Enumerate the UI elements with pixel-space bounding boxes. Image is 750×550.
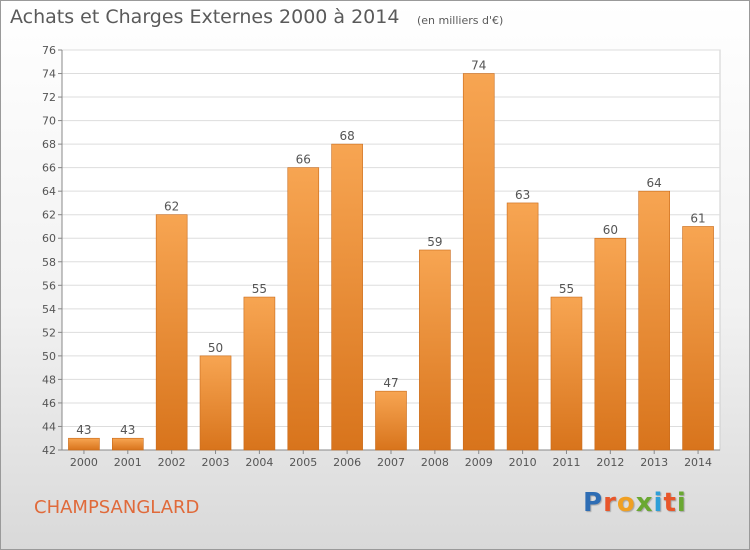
bar bbox=[243, 296, 276, 451]
y-tick-label: 70 bbox=[42, 115, 56, 128]
data-label: 50 bbox=[208, 341, 223, 355]
data-label: 63 bbox=[515, 188, 530, 202]
bar bbox=[112, 437, 144, 451]
x-tick-label: 2000 bbox=[70, 456, 98, 469]
bar bbox=[199, 355, 232, 451]
x-tick-label: 2002 bbox=[158, 456, 186, 469]
bar bbox=[419, 249, 451, 451]
y-tick-label: 68 bbox=[42, 138, 56, 151]
x-tick-label: 2006 bbox=[333, 456, 361, 469]
y-tick-label: 54 bbox=[42, 303, 56, 316]
x-tick-label: 2005 bbox=[289, 456, 317, 469]
bar bbox=[638, 190, 671, 451]
data-label: 64 bbox=[647, 176, 662, 190]
y-tick-label: 60 bbox=[42, 232, 56, 245]
x-tick-label: 2012 bbox=[596, 456, 624, 469]
x-tick-label: 2011 bbox=[552, 456, 580, 469]
data-label: 60 bbox=[603, 223, 618, 237]
y-tick-label: 62 bbox=[42, 209, 56, 222]
x-tick-label: 2007 bbox=[377, 456, 405, 469]
y-tick-label: 72 bbox=[42, 91, 56, 104]
bar bbox=[68, 437, 100, 451]
y-tick-label: 46 bbox=[42, 397, 56, 410]
bar bbox=[287, 167, 320, 451]
chart-unit: (en milliers d'€) bbox=[417, 14, 504, 27]
data-label: 74 bbox=[471, 59, 486, 73]
data-label: 47 bbox=[383, 376, 398, 390]
y-tick-label: 74 bbox=[42, 68, 56, 81]
x-tick-label: 2004 bbox=[245, 456, 273, 469]
bar bbox=[462, 73, 495, 451]
data-label: 59 bbox=[427, 235, 442, 249]
logo-letter: P bbox=[583, 488, 604, 518]
logo-letter: r bbox=[603, 488, 617, 518]
data-label: 55 bbox=[252, 282, 267, 296]
data-label: 62 bbox=[164, 200, 179, 214]
logo-letter: o bbox=[616, 488, 636, 518]
bar bbox=[594, 237, 627, 451]
bar bbox=[682, 226, 714, 451]
y-tick-label: 42 bbox=[42, 444, 56, 457]
logo-letter: i bbox=[676, 488, 687, 518]
location-name: CHAMPSANGLARD bbox=[34, 497, 200, 518]
bar bbox=[155, 214, 188, 451]
x-tick-label: 2001 bbox=[114, 456, 142, 469]
proxiti-logo: Proxiti bbox=[583, 488, 687, 518]
y-tick-label: 48 bbox=[42, 373, 56, 386]
logo-letter: i bbox=[653, 488, 664, 518]
data-label: 43 bbox=[120, 423, 135, 437]
logo-letter: t bbox=[663, 488, 677, 518]
x-tick-label: 2008 bbox=[421, 456, 449, 469]
data-label: 68 bbox=[339, 129, 354, 143]
x-tick-label: 2003 bbox=[202, 456, 230, 469]
y-tick-label: 58 bbox=[42, 256, 56, 269]
bar bbox=[506, 202, 539, 451]
x-tick-label: 2013 bbox=[640, 456, 668, 469]
y-tick-label: 76 bbox=[42, 44, 56, 57]
x-tick-label: 2010 bbox=[509, 456, 537, 469]
y-tick-label: 52 bbox=[42, 326, 56, 339]
data-label: 61 bbox=[690, 211, 705, 225]
bar bbox=[375, 390, 407, 451]
y-tick-label: 50 bbox=[42, 350, 56, 363]
data-label: 43 bbox=[76, 423, 91, 437]
bar bbox=[550, 296, 583, 451]
logo-letter: x bbox=[635, 488, 654, 518]
bar bbox=[331, 143, 363, 451]
y-tick-label: 56 bbox=[42, 279, 56, 292]
y-tick-label: 64 bbox=[42, 185, 56, 198]
y-tick-label: 66 bbox=[42, 162, 56, 175]
y-tick-label: 44 bbox=[42, 420, 56, 433]
data-label: 66 bbox=[296, 153, 311, 167]
data-label: 55 bbox=[559, 282, 574, 296]
x-tick-label: 2014 bbox=[684, 456, 712, 469]
x-tick-label: 2009 bbox=[465, 456, 493, 469]
chart-title: Achats et Charges Externes 2000 à 2014 bbox=[10, 6, 400, 28]
